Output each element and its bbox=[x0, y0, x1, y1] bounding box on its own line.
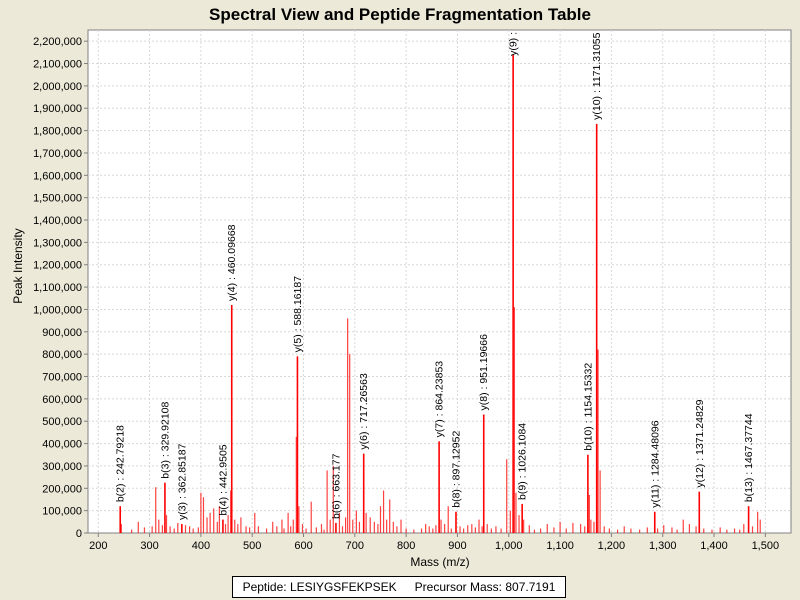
y-tick-label: 1,200,000 bbox=[33, 260, 82, 272]
peak-label: b(10) : 1154.15332 bbox=[582, 363, 594, 451]
x-tick-label: 800 bbox=[397, 540, 415, 552]
y-tick-label: 1,000,000 bbox=[33, 304, 82, 316]
y-tick-label: 1,900,000 bbox=[33, 103, 82, 115]
y-tick-label: 0 bbox=[76, 528, 82, 540]
peptide-info-box: Peptide: LESIYGSFEKPSEK Precursor Mass: … bbox=[232, 576, 566, 598]
peak-label: y(11) : 1284.48096 bbox=[649, 420, 661, 508]
x-tick-label: 500 bbox=[243, 540, 261, 552]
peak-label: b(3) : 329.92108 bbox=[159, 401, 171, 478]
y-tick-label: 300,000 bbox=[42, 461, 82, 473]
y-tick-label: 1,700,000 bbox=[33, 148, 82, 160]
x-tick-label: 600 bbox=[294, 540, 312, 552]
x-tick-label: 200 bbox=[89, 540, 107, 552]
y-tick-label: 800,000 bbox=[42, 349, 82, 361]
x-tick-label: 900 bbox=[448, 540, 466, 552]
y-tick-label: 1,100,000 bbox=[33, 282, 82, 294]
y-tick-label: 900,000 bbox=[42, 327, 82, 339]
x-tick-label: 300 bbox=[140, 540, 158, 552]
gridlines bbox=[88, 30, 791, 533]
y-axis-label: Peak Intensity bbox=[11, 228, 25, 303]
peak-label: b(9) : 1026.1084 bbox=[517, 423, 529, 500]
peak-label: y(10) : 1171.31055 bbox=[591, 32, 603, 120]
peak-label: y(4) : 460.09668 bbox=[226, 224, 238, 301]
precursor-mass: Precursor Mass: 807.7191 bbox=[414, 580, 556, 594]
y-tick-label: 200,000 bbox=[42, 483, 82, 495]
x-tick-label: 400 bbox=[192, 540, 210, 552]
annotated-peaks: b(2) : 242.79218 b(3) : 329.92108 y(3) : 3… bbox=[115, 32, 755, 533]
x-tick-label: 1,200 bbox=[598, 540, 626, 552]
y-tick-label: 2,000,000 bbox=[33, 81, 82, 93]
x-tick-label: 1,000 bbox=[495, 540, 523, 552]
x-tick-label: 1,100 bbox=[546, 540, 574, 552]
peak-label: b(8) : 897.12952 bbox=[450, 431, 462, 508]
peak-label: y(7) : 864.23853 bbox=[434, 361, 446, 438]
y-tick-label: 400,000 bbox=[42, 439, 82, 451]
peak-label: y(9) : bbox=[508, 32, 520, 56]
y-axis-ticks: 0 100,000 200,000 300,000 400,000 500,000 600,… bbox=[33, 36, 88, 540]
peak-label: y(12) : 1371.24829 bbox=[694, 399, 706, 487]
y-tick-label: 1,400,000 bbox=[33, 215, 82, 227]
y-tick-label: 1,600,000 bbox=[33, 170, 82, 182]
peak-label: b(6) : 663.177 bbox=[330, 453, 342, 519]
x-tick-label: 1,400 bbox=[700, 540, 728, 552]
peak-label: y(8) : 951.19666 bbox=[478, 334, 490, 411]
y-tick-label: 1,500,000 bbox=[33, 193, 82, 205]
y-tick-label: 1,800,000 bbox=[33, 126, 82, 138]
x-tick-label: 700 bbox=[346, 540, 364, 552]
y-tick-label: 1,300,000 bbox=[33, 237, 82, 249]
peaks bbox=[120, 307, 761, 533]
y-tick-label: 600,000 bbox=[42, 394, 82, 406]
chart-title: Spectral View and Peptide Fragmentation … bbox=[209, 5, 591, 24]
x-tick-label: 1,500 bbox=[752, 540, 780, 552]
x-axis-ticks: 200 300 400 500 600 700 800 900 1,000 1,100 1,200 1… bbox=[89, 533, 779, 552]
peptide-sequence: Peptide: LESIYGSFEKPSEK bbox=[242, 580, 397, 594]
peak-label: b(4) : 442.9505 bbox=[217, 444, 229, 515]
y-tick-label: 700,000 bbox=[42, 372, 82, 384]
y-tick-label: 500,000 bbox=[42, 416, 82, 428]
y-tick-label: 100,000 bbox=[42, 506, 82, 518]
peak-label: y(6) : 717.26563 bbox=[358, 373, 370, 450]
y-tick-label: 2,200,000 bbox=[33, 36, 82, 48]
x-tick-label: 1,300 bbox=[649, 540, 677, 552]
x-axis-label: Mass (m/z) bbox=[410, 555, 469, 569]
peak-label: b(13) : 1467.37744 bbox=[743, 413, 755, 502]
peak-label: y(3) : 362.85187 bbox=[176, 443, 188, 520]
peak-label: y(5) : 588.16187 bbox=[292, 276, 304, 353]
peak-label: b(2) : 242.79218 bbox=[115, 425, 127, 502]
y-tick-label: 2,100,000 bbox=[33, 59, 82, 71]
